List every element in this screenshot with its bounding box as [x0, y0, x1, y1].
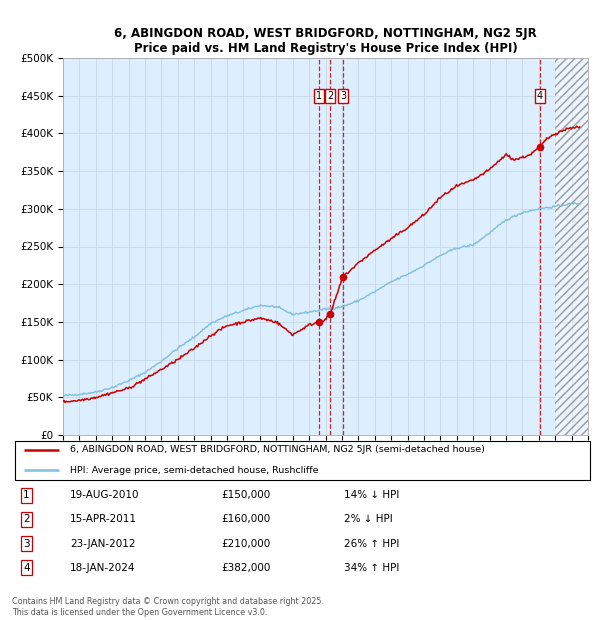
Text: 19-AUG-2010: 19-AUG-2010	[70, 490, 140, 500]
Text: HPI: Average price, semi-detached house, Rushcliffe: HPI: Average price, semi-detached house,…	[70, 466, 319, 475]
Text: 2% ↓ HPI: 2% ↓ HPI	[344, 515, 392, 525]
Text: 4: 4	[536, 91, 542, 100]
Text: 6, ABINGDON ROAD, WEST BRIDGFORD, NOTTINGHAM, NG2 5JR (semi-detached house): 6, ABINGDON ROAD, WEST BRIDGFORD, NOTTIN…	[70, 445, 485, 454]
Title: 6, ABINGDON ROAD, WEST BRIDGFORD, NOTTINGHAM, NG2 5JR
Price paid vs. HM Land Reg: 6, ABINGDON ROAD, WEST BRIDGFORD, NOTTIN…	[114, 27, 537, 55]
Text: 34% ↑ HPI: 34% ↑ HPI	[344, 563, 399, 573]
Text: 2: 2	[327, 91, 334, 100]
Text: 4: 4	[23, 563, 30, 573]
Text: £150,000: £150,000	[221, 490, 271, 500]
Text: Contains HM Land Registry data © Crown copyright and database right 2025.
This d: Contains HM Land Registry data © Crown c…	[12, 598, 324, 617]
Text: 18-JAN-2024: 18-JAN-2024	[70, 563, 136, 573]
Text: 1: 1	[23, 490, 30, 500]
Text: 26% ↑ HPI: 26% ↑ HPI	[344, 539, 399, 549]
Text: £382,000: £382,000	[221, 563, 271, 573]
Text: 23-JAN-2012: 23-JAN-2012	[70, 539, 136, 549]
Text: £160,000: £160,000	[221, 515, 271, 525]
Text: 15-APR-2011: 15-APR-2011	[70, 515, 137, 525]
Text: 3: 3	[340, 91, 346, 100]
Text: £210,000: £210,000	[221, 539, 271, 549]
FancyBboxPatch shape	[15, 441, 590, 480]
Text: 2: 2	[23, 515, 30, 525]
Bar	[555, 58, 588, 435]
Bar	[555, 58, 588, 435]
Text: 1: 1	[316, 91, 322, 100]
Text: 3: 3	[23, 539, 30, 549]
Text: 14% ↓ HPI: 14% ↓ HPI	[344, 490, 399, 500]
